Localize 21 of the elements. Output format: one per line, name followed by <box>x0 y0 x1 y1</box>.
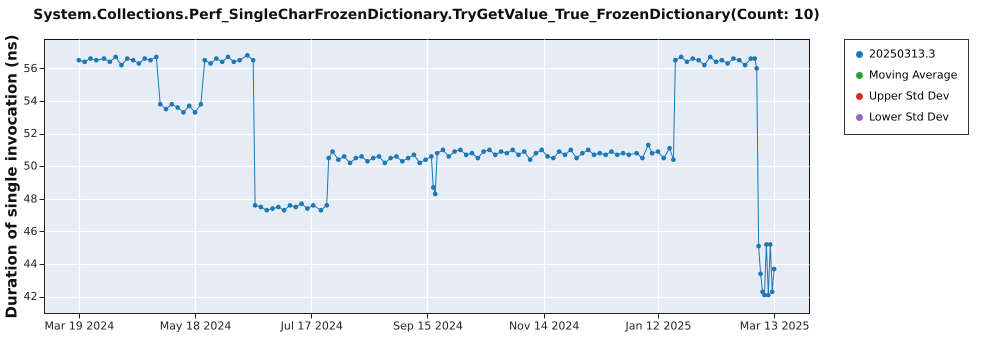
chart-title: System.Collections.Perf_SingleCharFrozenDictionary.TryGetValue_True_FrozenDictionary(Count: 10) <box>33 7 820 23</box>
y-tick-label: 42 <box>24 290 38 304</box>
y-tick-label: 52 <box>24 127 38 140</box>
y-tick-label: 50 <box>24 160 38 173</box>
y-tick-label: 46 <box>24 224 38 238</box>
y-tick-label: 44 <box>24 258 38 271</box>
x-tick-label: Mar 19 2024 <box>44 320 114 332</box>
y-tick-label: 48 <box>24 192 38 206</box>
x-tick-label: Jul 17 2024 <box>280 320 343 332</box>
x-tick-label: Sep 15 2024 <box>393 320 463 332</box>
legend-label: Lower Std Dev <box>869 110 950 124</box>
x-tick-label: Mar 13 2025 <box>740 320 810 332</box>
y-tick-label: 56 <box>24 62 38 75</box>
y-tick-label: 54 <box>24 94 38 108</box>
y-axis-title: Duration of single invocation (ns) <box>2 34 21 318</box>
legend-label: Moving Average <box>869 68 958 82</box>
x-tick-label: Jan 12 2025 <box>624 320 692 332</box>
legend-label: Upper Std Dev <box>869 90 950 102</box>
x-tick-label: Nov 14 2024 <box>508 320 580 332</box>
x-tick-label: May 18 2024 <box>160 320 232 332</box>
legend-label: 20250313.3 <box>869 48 936 60</box>
